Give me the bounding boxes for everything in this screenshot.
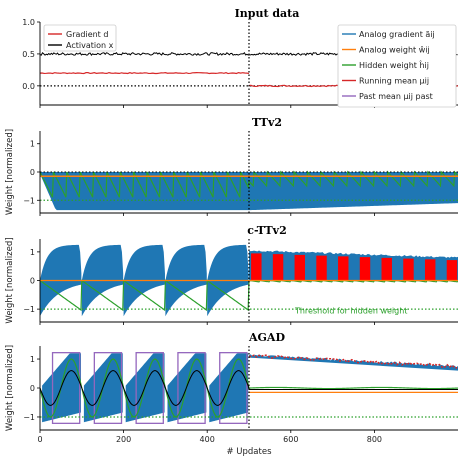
legend-right: Analog gradient ãij Analog weight ŵij Hidd… — [337, 24, 457, 108]
legend-left: Gradient d Activation x — [43, 24, 117, 52]
running-mean-block — [403, 258, 414, 281]
past-mean-box — [93, 352, 123, 424]
legend-label: Analog gradient ãij — [359, 30, 435, 39]
past-mean-box — [51, 352, 81, 424]
y-tick-label: −1 — [23, 305, 35, 314]
x-tick-label: 600 — [283, 435, 298, 444]
running-mean-block — [272, 254, 284, 281]
analog-gradient-band — [249, 354, 458, 371]
gradient-series — [40, 71, 250, 75]
panel-4: AGAD −1 0 1 Weight [normalized] — [5, 331, 458, 433]
plot-area-3 — [40, 239, 458, 322]
panel-2: TTv2 −1 0 1 Weight [normalized] — [5, 116, 458, 216]
y-tick-label: −1 — [23, 196, 35, 205]
y-axis-label: Weight [normalized] — [5, 237, 15, 323]
running-mean-block — [251, 253, 262, 281]
panel-title: AGAD — [248, 331, 285, 344]
x-tick-label: 0 — [37, 435, 42, 444]
threshold-annotation: Threshold for hidden weight — [294, 306, 407, 315]
y-tick-label: 0.0 — [22, 82, 35, 91]
legend-right-box — [337, 24, 457, 108]
legend-label: Past mean μij past — [359, 92, 433, 101]
legend-label: Activation x — [66, 41, 114, 50]
x-tick-label: 200 — [116, 435, 131, 444]
legend-label: Hidden weight ĥij — [359, 59, 429, 70]
y-tick-label: 1 — [30, 248, 35, 257]
y-tick-label: 1 — [30, 355, 35, 364]
past-mean-box — [177, 352, 206, 424]
running-mean-block — [359, 257, 371, 281]
y-tick-label: 1 — [30, 140, 35, 149]
x-axis-label: # Updates — [226, 447, 272, 457]
running-mean-block — [381, 257, 392, 281]
panel-title: c-TTv2 — [247, 224, 286, 237]
running-mean-block — [294, 254, 306, 281]
running-mean-block — [446, 260, 458, 281]
plot-area-4 — [40, 346, 458, 430]
y-tick-label: 0 — [30, 168, 35, 177]
legend-label: Analog weight ŵij — [359, 46, 430, 55]
y-axis-label: Weight [normalized] — [5, 129, 15, 215]
y-tick-label: −1 — [23, 413, 35, 422]
running-mean-block — [338, 256, 349, 281]
panel-title: TTv2 — [252, 116, 282, 129]
legend-label: Running mean μij — [359, 77, 429, 86]
y-tick-label: 0 — [30, 277, 35, 286]
plot-area-2 — [40, 131, 458, 213]
y-axis-label: Weight [normalized] — [5, 345, 15, 431]
running-mean-block — [424, 259, 436, 281]
x-tick-label: 800 — [367, 435, 382, 444]
legend-label: Gradient d — [66, 30, 108, 39]
past-mean-box — [219, 352, 248, 424]
panel-title: Input data — [235, 7, 300, 20]
y-tick-label: 0.5 — [22, 50, 35, 59]
y-tick-label: 0 — [30, 384, 35, 393]
x-tick-label: 400 — [200, 435, 215, 444]
y-tick-label: 1.0 — [22, 18, 35, 27]
past-mean-box — [135, 352, 164, 424]
running-mean-block — [316, 255, 327, 281]
panel-3: c-TTv2 Threshold for hidden weight −1 0 1 Wei… — [5, 224, 458, 325]
